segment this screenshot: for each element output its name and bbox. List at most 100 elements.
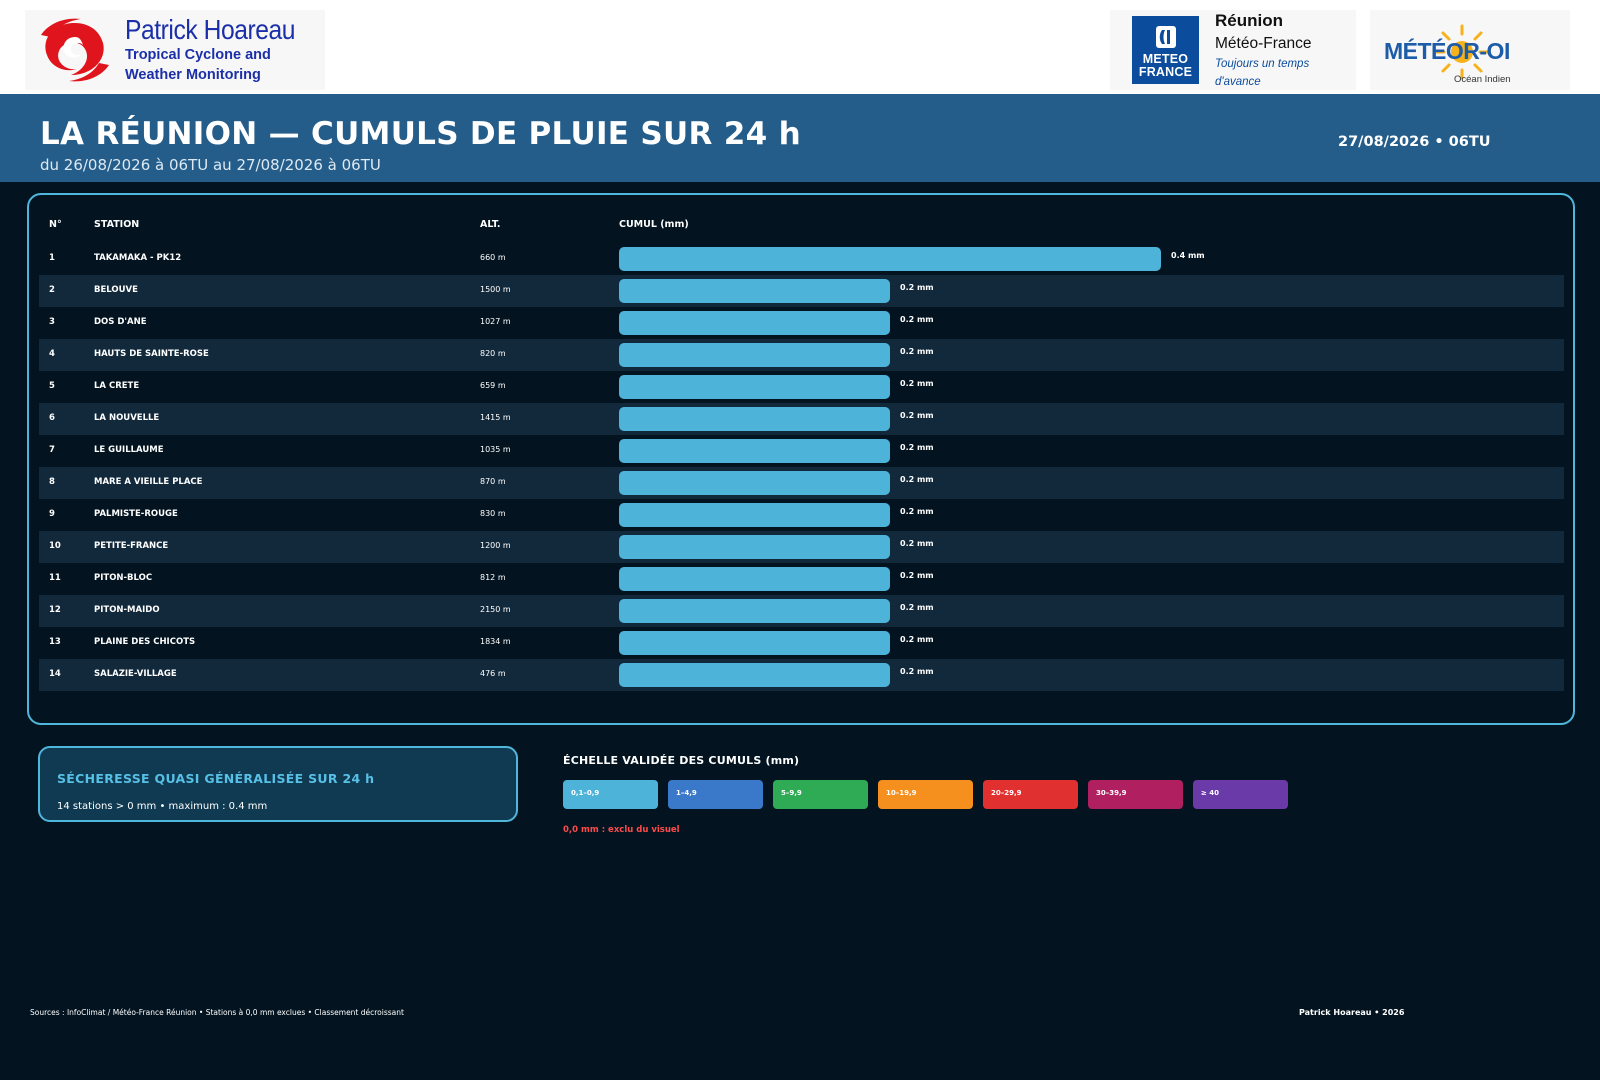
cumul-value-label: 0.2 mm — [900, 603, 934, 612]
ranking-table-panel: N° STATION ALT. CUMUL (mm) 1 TAKAMAKA - P… — [27, 193, 1575, 725]
footer-sources: Sources : InfoClimat / Météo-France Réun… — [30, 1008, 404, 1017]
row-altitude: 2150 m — [480, 605, 511, 614]
scale-note: 0,0 mm : exclu du visuel — [563, 825, 680, 835]
cumul-bar — [619, 599, 890, 623]
cumul-bar — [619, 407, 890, 431]
row-station-name: DOS D'ANE — [94, 317, 147, 327]
col-header-station: STATION — [94, 219, 140, 230]
row-altitude: 660 m — [480, 253, 506, 262]
hoareau-logo-tagline-1: Tropical Cyclone and — [125, 47, 271, 63]
cumul-value-label: 0.2 mm — [900, 283, 934, 292]
row-altitude: 1500 m — [480, 285, 511, 294]
cumul-bar — [619, 535, 890, 559]
summary-title: SÉCHERESSE QUASI GÉNÉRALISÉE SUR 24 h — [57, 771, 375, 786]
cumul-bar — [619, 471, 890, 495]
hoareau-logo-tagline-2: Weather Monitoring — [125, 67, 261, 83]
row-altitude: 830 m — [480, 509, 506, 518]
row-rank: 1 — [49, 253, 55, 263]
scale-chip: 10–19,9 — [878, 780, 973, 809]
cumul-bar — [619, 439, 890, 463]
row-station-name: BELOUVE — [94, 285, 138, 295]
scale-chip: 20–29,9 — [983, 780, 1078, 809]
row-rank: 14 — [49, 669, 61, 679]
sun-icon — [1434, 24, 1490, 80]
table-row: 13 PLAINE DES CHICOTS 1834 m 0.2 mm — [39, 627, 1564, 659]
cumul-value-label: 0.2 mm — [900, 571, 934, 580]
marianne-emblem-icon — [1155, 26, 1176, 48]
row-rank: 5 — [49, 381, 55, 391]
scale-chip: 30–39,9 — [1088, 780, 1183, 809]
scale-title: ÉCHELLE VALIDÉE DES CUMULS (mm) — [563, 754, 800, 767]
row-rank: 6 — [49, 413, 55, 423]
cumul-value-label: 0.2 mm — [900, 539, 934, 548]
cumul-value-label: 0.2 mm — [900, 507, 934, 516]
cumul-value-label: 0.2 mm — [900, 635, 934, 644]
meteor-oi-logo: MÉTÉOR-OI Océan Indien — [1370, 10, 1570, 90]
row-rank: 3 — [49, 317, 55, 327]
row-station-name: MARE A VIEILLE PLACE — [94, 477, 203, 487]
table-row: 7 LE GUILLAUME 1035 m 0.2 mm — [39, 435, 1564, 467]
cumul-value-label: 0.4 mm — [1171, 251, 1205, 260]
page-title: LA RÉUNION — CUMULS DE PLUIE SUR 24 h — [40, 116, 801, 152]
table-row: 6 LA NOUVELLE 1415 m 0.2 mm — [39, 403, 1564, 435]
row-station-name: SALAZIE-VILLAGE — [94, 669, 177, 679]
row-altitude: 1035 m — [480, 445, 511, 454]
row-altitude: 476 m — [480, 669, 506, 678]
cumul-bar — [619, 343, 890, 367]
cumul-value-label: 0.2 mm — [900, 315, 934, 324]
row-station-name: LA CRETE — [94, 381, 140, 391]
table-row: 14 SALAZIE-VILLAGE 476 m 0.2 mm — [39, 659, 1564, 691]
cumul-value-label: 0.2 mm — [900, 347, 934, 356]
row-altitude: 1200 m — [480, 541, 511, 550]
row-altitude: 812 m — [480, 573, 506, 582]
hoareau-logo-name: Patrick Hoareau — [125, 14, 296, 45]
scale-chip: 1–4,9 — [668, 780, 763, 809]
table-row: 12 PITON-MAIDO 2150 m 0.2 mm — [39, 595, 1564, 627]
row-station-name: TAKAMAKA - PK12 — [94, 253, 182, 263]
table-row: 4 HAUTS DE SAINTE-ROSE 820 m 0.2 mm — [39, 339, 1564, 371]
meteo-france-logo: METEO FRANCE Réunion Météo-France Toujou… — [1110, 10, 1356, 90]
patrick-hoareau-logo: Patrick Hoareau Tropical Cyclone and Wea… — [25, 10, 325, 90]
meteo-france-badge-line-2: FRANCE — [1138, 65, 1193, 79]
row-station-name: PITON-MAIDO — [94, 605, 160, 615]
row-station-name: PETITE-FRANCE — [94, 541, 169, 551]
logo-strip: Patrick Hoareau Tropical Cyclone and Wea… — [0, 0, 1600, 94]
row-station-name: PLAINE DES CHICOTS — [94, 637, 196, 647]
cumul-bar — [619, 375, 890, 399]
scale-chip: 0,1–0,9 — [563, 780, 658, 809]
cumul-value-label: 0.2 mm — [900, 667, 934, 676]
table-row: 9 PALMISTE-ROUGE 830 m 0.2 mm — [39, 499, 1564, 531]
row-rank: 8 — [49, 477, 55, 487]
row-altitude: 1834 m — [480, 637, 511, 646]
row-rank: 10 — [49, 541, 61, 551]
row-rank: 4 — [49, 349, 55, 359]
table-header: N° STATION ALT. CUMUL (mm) — [39, 211, 1564, 239]
meteor-oi-sub: Océan Indien — [1454, 74, 1511, 85]
row-station-name: HAUTS DE SAINTE-ROSE — [94, 349, 209, 359]
footer-credit: Patrick Hoareau • 2026 — [1299, 1008, 1405, 1017]
table-row: 5 LA CRETE 659 m 0.2 mm — [39, 371, 1564, 403]
meteo-france-badge-line-1: METEO — [1142, 52, 1189, 66]
meteo-france-org: Météo-France — [1215, 35, 1312, 52]
table-row: 2 BELOUVE 1500 m 0.2 mm — [39, 275, 1564, 307]
table-row: 1 TAKAMAKA - PK12 660 m 0.4 mm — [39, 243, 1564, 275]
table-body: 1 TAKAMAKA - PK12 660 m 0.4 mm 2 BELOUVE 1500 … — [39, 243, 1564, 691]
cumul-value-label: 0.2 mm — [900, 411, 934, 420]
meteo-france-slogan: Toujours un temps d'avance — [1215, 58, 1310, 88]
table-row: 11 PITON-BLOC 812 m 0.2 mm — [39, 563, 1564, 595]
summary-box: SÉCHERESSE QUASI GÉNÉRALISÉE SUR 24 h 14… — [38, 746, 518, 822]
cumul-bar — [619, 663, 890, 687]
cumul-bar — [619, 247, 1161, 271]
summary-text: 14 stations > 0 mm • maximum : 0.4 mm — [57, 801, 268, 812]
cumul-value-label: 0.2 mm — [900, 443, 934, 452]
meteo-france-region: Réunion — [1215, 11, 1284, 30]
row-altitude: 1415 m — [480, 413, 511, 422]
date-badge: 27/08/2026 • 06TU — [1338, 134, 1491, 150]
cumul-value-label: 0.2 mm — [900, 379, 934, 388]
table-row: 3 DOS D'ANE 1027 m 0.2 mm — [39, 307, 1564, 339]
row-station-name: LE GUILLAUME — [94, 445, 164, 455]
meteo-france-badge: METEO FRANCE — [1132, 16, 1200, 84]
row-rank: 13 — [49, 637, 61, 647]
scale-chip: ≥ 40 — [1193, 780, 1288, 809]
row-altitude: 870 m — [480, 477, 506, 486]
